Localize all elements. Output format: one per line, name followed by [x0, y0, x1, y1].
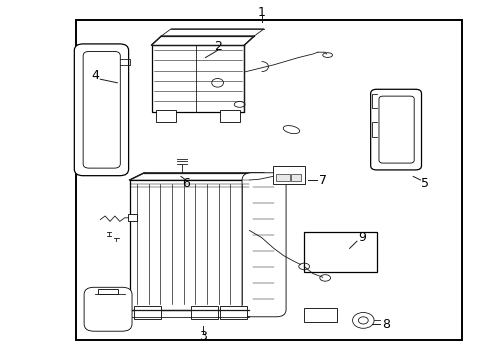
FancyBboxPatch shape: [370, 89, 421, 170]
Bar: [304, 308, 337, 322]
Bar: [190, 306, 217, 319]
FancyBboxPatch shape: [242, 173, 285, 317]
Bar: [220, 110, 239, 122]
Bar: [151, 45, 244, 112]
FancyBboxPatch shape: [84, 287, 132, 331]
Bar: [134, 306, 161, 319]
Text: 1: 1: [257, 6, 265, 19]
Bar: [128, 214, 137, 221]
Ellipse shape: [251, 187, 276, 310]
Bar: [76, 20, 461, 340]
Text: 7: 7: [318, 174, 326, 186]
Text: 5: 5: [421, 177, 428, 190]
Bar: [156, 110, 176, 122]
Bar: [129, 180, 249, 310]
Bar: [291, 174, 301, 181]
FancyBboxPatch shape: [83, 51, 120, 168]
FancyBboxPatch shape: [74, 44, 128, 176]
Text: 9: 9: [357, 231, 365, 244]
Bar: [272, 166, 304, 184]
Text: 8: 8: [382, 318, 389, 330]
Text: 6: 6: [182, 177, 189, 190]
Bar: [275, 174, 290, 181]
FancyBboxPatch shape: [378, 96, 413, 163]
Text: 4: 4: [91, 69, 99, 82]
Bar: [304, 232, 376, 272]
Text: 3: 3: [199, 330, 206, 343]
Bar: [98, 289, 118, 294]
Bar: [220, 306, 246, 319]
Text: 2: 2: [213, 40, 221, 53]
